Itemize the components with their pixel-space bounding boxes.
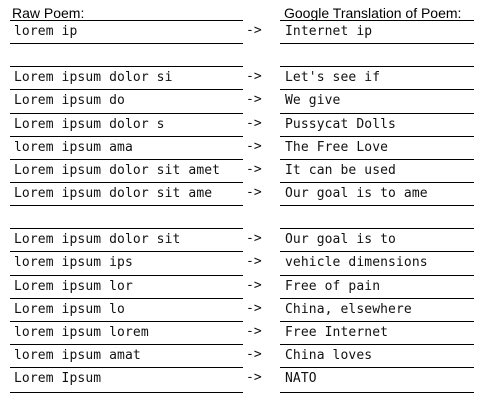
translation-line-cell: China loves <box>280 343 474 366</box>
translation-heading: Google Translation of Poem: <box>284 5 462 21</box>
raw-line-cell: Lorem ipsum do <box>10 89 243 111</box>
table-row: Lorem ipsum lo -> China, elsewhere <box>0 297 482 321</box>
table-bottom-rule <box>280 392 474 393</box>
table-row: Lorem ipsum dolor si -> Let's see if <box>0 66 482 89</box>
table-row: lorem ipsum ips -> vehicle dimensions <box>0 251 482 274</box>
arrow-icon: -> <box>246 277 262 293</box>
translation-line-cell: vehicle dimensions <box>280 251 474 273</box>
translation-line-cell: Pussycat Dolls <box>280 112 474 135</box>
translation-line-cell <box>280 43 474 65</box>
translation-line-cell: We give <box>280 89 474 111</box>
translation-line-cell: Our goal is to ame <box>280 181 474 204</box>
translation-line-cell: Our goal is to <box>280 228 474 250</box>
arrow-icon: -> <box>246 115 262 131</box>
translation-line-cell: It can be used <box>280 158 474 181</box>
translation-line-cell: The Free Love <box>280 135 474 158</box>
translation-line-cell: Internet ip <box>280 20 474 42</box>
raw-line-cell: lorem ipsum lorem <box>10 320 243 343</box>
table-row: lorem ipsum amat -> China loves <box>0 343 482 367</box>
table-row: lorem ip -> Internet ip <box>0 20 482 43</box>
table-row <box>0 43 482 66</box>
raw-line-cell: Lorem ipsum dolor sit ame <box>10 181 243 204</box>
translation-line-cell: Free Internet <box>280 320 474 343</box>
table-row: Lorem ipsum dolor sit ame -> Our goal is… <box>0 181 482 205</box>
arrow-icon: -> <box>246 231 262 247</box>
raw-line-cell <box>10 43 243 65</box>
table-row: lorem ipsum lorem -> Free Internet <box>0 320 482 344</box>
raw-line-cell: Lorem ipsum lo <box>10 297 243 320</box>
table-row: Lorem ipsum do -> We give <box>0 89 482 112</box>
poem-translation-table: lorem ip -> Internet ip Lorem ipsum dolo… <box>0 20 482 390</box>
arrow-icon: -> <box>246 323 262 339</box>
table-row: lorem ipsum ama -> The Free Love <box>0 135 482 159</box>
table-row <box>0 205 482 228</box>
translation-line-cell: China, elsewhere <box>280 297 474 320</box>
raw-line-cell: Lorem Ipsum <box>10 367 243 389</box>
raw-line-cell: lorem ipsum ips <box>10 251 243 273</box>
translation-line-cell <box>280 205 474 227</box>
arrow-icon: -> <box>246 254 262 270</box>
arrow-icon: -> <box>246 346 262 362</box>
raw-line-cell <box>10 205 243 227</box>
table-row: Lorem ipsum dolor sit amet -> It can be … <box>0 158 482 182</box>
table-row: Lorem ipsum dolor s -> Pussycat Dolls <box>0 112 482 136</box>
table-bottom-rule <box>10 392 243 393</box>
raw-line-cell: lorem ipsum ama <box>10 135 243 158</box>
arrow-icon: -> <box>246 300 262 316</box>
translation-line-cell: Free of pain <box>280 274 474 297</box>
arrow-icon: -> <box>246 92 262 108</box>
arrow-icon: -> <box>246 184 262 200</box>
arrow-icon: -> <box>246 161 262 177</box>
translation-line-cell: NATO <box>280 367 474 389</box>
raw-line-cell: lorem ipsum amat <box>10 343 243 366</box>
arrow-icon: -> <box>246 23 262 38</box>
raw-line-cell: Lorem ipsum dolor sit amet <box>10 158 243 181</box>
table-row: Lorem Ipsum -> NATO <box>0 367 482 390</box>
translation-line-cell: Let's see if <box>280 66 474 88</box>
raw-line-cell: Lorem ipsum dolor sit <box>10 228 243 250</box>
arrow-icon: -> <box>246 370 262 386</box>
table-row: Lorem ipsum dolor sit -> Our goal is to <box>0 228 482 251</box>
arrow-icon: -> <box>246 138 262 154</box>
raw-line-cell: Lorem ipsum dolor si <box>10 66 243 88</box>
table-row: Lorem ipsum lor -> Free of pain <box>0 274 482 298</box>
arrow-icon: -> <box>246 69 262 85</box>
raw-line-cell: Lorem ipsum dolor s <box>10 112 243 135</box>
raw-line-cell: Lorem ipsum lor <box>10 274 243 297</box>
raw-line-cell: lorem ip <box>10 20 243 42</box>
raw-poem-heading: Raw Poem: <box>12 5 85 21</box>
